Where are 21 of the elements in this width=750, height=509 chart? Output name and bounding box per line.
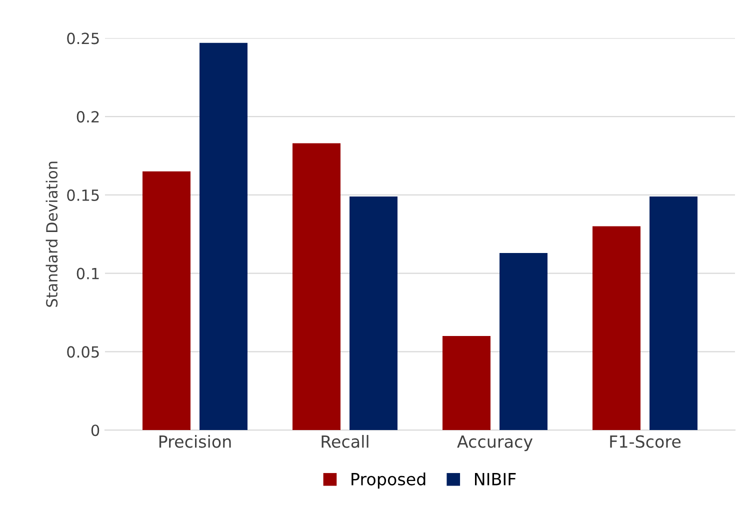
x-tick-label: Accuracy — [457, 435, 533, 452]
bar — [292, 143, 340, 430]
y-tick-label: 0 — [91, 424, 100, 436]
y-tick-label: 0.25 — [67, 32, 99, 44]
bar — [442, 336, 490, 430]
legend-label: Proposed — [352, 472, 426, 489]
y-tick-label: 0.1 — [76, 268, 99, 280]
bar — [500, 252, 548, 430]
bar — [650, 196, 698, 430]
legend-label: NIBIF — [475, 473, 516, 486]
y-axis-title: Standard Deviation — [46, 162, 58, 307]
x-tick-label: Recall — [322, 434, 368, 448]
y-tick-label: 0.2 — [76, 111, 99, 123]
bar — [142, 171, 190, 430]
y-tick-label: 0.05 — [67, 346, 99, 358]
x-tick-label: F1-Score — [610, 435, 681, 448]
y-tick-label: 0.15 — [67, 189, 99, 201]
x-tick-label: Precision — [159, 434, 231, 448]
bar — [592, 226, 640, 430]
bar — [350, 196, 398, 430]
bar — [200, 42, 248, 430]
